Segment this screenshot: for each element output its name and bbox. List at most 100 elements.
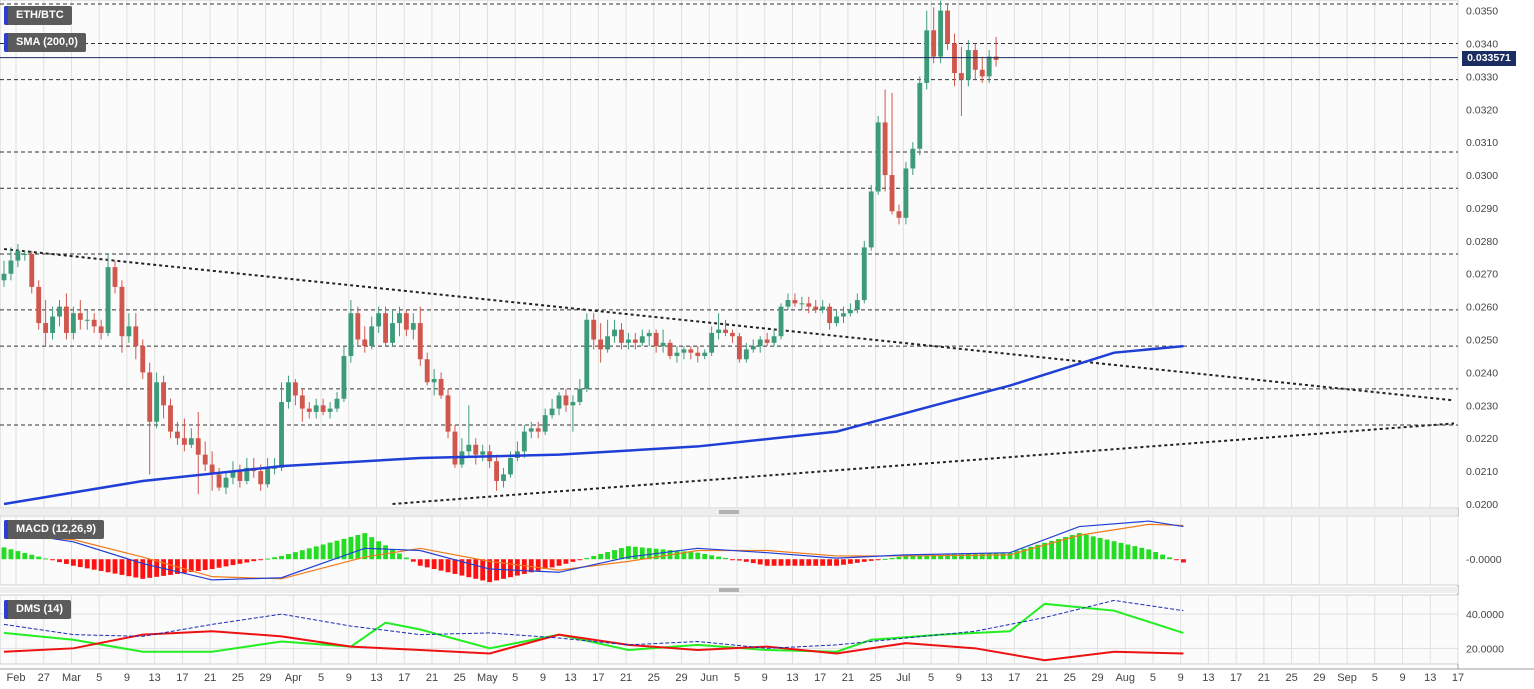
candle[interactable]: [799, 296, 805, 310]
candle[interactable]: [313, 398, 319, 419]
candle[interactable]: [854, 293, 860, 314]
candle[interactable]: [695, 346, 701, 363]
candle[interactable]: [653, 329, 659, 353]
candle[interactable]: [417, 306, 423, 366]
candle[interactable]: [570, 395, 576, 432]
candle[interactable]: [667, 339, 673, 360]
candle[interactable]: [625, 332, 631, 350]
candle[interactable]: [466, 405, 472, 458]
candle[interactable]: [362, 326, 368, 353]
candle[interactable]: [320, 398, 326, 416]
candle[interactable]: [945, 4, 950, 51]
candle[interactable]: [98, 319, 104, 340]
dms-minus-line[interactable]: [3, 630, 1184, 662]
candle[interactable]: [175, 421, 180, 445]
candle[interactable]: [397, 306, 402, 337]
candle[interactable]: [910, 142, 916, 176]
candle[interactable]: [77, 300, 83, 330]
candle[interactable]: [889, 92, 895, 215]
candle[interactable]: [161, 375, 166, 419]
candle[interactable]: [813, 300, 819, 314]
macd-signal-line[interactable]: [3, 523, 1184, 580]
candle[interactable]: [376, 306, 382, 333]
candle[interactable]: [105, 254, 111, 337]
candle[interactable]: [716, 313, 722, 340]
candle[interactable]: [605, 319, 611, 353]
candle[interactable]: [952, 33, 957, 87]
candle[interactable]: [195, 411, 201, 495]
candle[interactable]: [147, 362, 153, 475]
candle[interactable]: [820, 300, 826, 314]
candle[interactable]: [528, 421, 534, 439]
candle[interactable]: [70, 306, 76, 340]
panel-separator[interactable]: [0, 587, 1458, 593]
candle[interactable]: [847, 303, 853, 317]
candle[interactable]: [390, 309, 395, 347]
candle[interactable]: [924, 10, 930, 90]
candle[interactable]: [632, 332, 638, 350]
candle[interactable]: [140, 339, 146, 379]
candle[interactable]: [612, 319, 617, 343]
candle[interactable]: [979, 56, 985, 83]
candle[interactable]: [896, 204, 902, 225]
candle[interactable]: [403, 309, 409, 337]
candle[interactable]: [750, 339, 756, 353]
candle[interactable]: [431, 369, 437, 396]
candle[interactable]: [584, 313, 590, 393]
candle[interactable]: [133, 313, 139, 360]
candle[interactable]: [265, 457, 271, 488]
candle[interactable]: [209, 451, 215, 491]
adx-line[interactable]: [3, 599, 1184, 649]
candle[interactable]: [764, 332, 770, 347]
candle[interactable]: [757, 336, 763, 353]
candle[interactable]: [619, 323, 624, 350]
candle[interactable]: [806, 296, 812, 314]
candle[interactable]: [50, 306, 55, 340]
candle[interactable]: [91, 313, 97, 333]
candle[interactable]: [43, 300, 49, 347]
candle[interactable]: [299, 388, 305, 422]
candle[interactable]: [292, 379, 298, 406]
candle[interactable]: [556, 392, 562, 416]
candle[interactable]: [15, 244, 21, 268]
candle[interactable]: [834, 309, 839, 327]
candle[interactable]: [660, 329, 666, 353]
candle[interactable]: [126, 313, 132, 343]
candle[interactable]: [188, 428, 194, 449]
candle[interactable]: [688, 346, 694, 360]
candle[interactable]: [57, 300, 62, 327]
candle[interactable]: [681, 346, 687, 360]
candle[interactable]: [702, 349, 708, 360]
candle[interactable]: [424, 352, 430, 386]
candle[interactable]: [639, 329, 645, 347]
candle[interactable]: [410, 313, 416, 340]
candle[interactable]: [917, 76, 923, 156]
candle[interactable]: [972, 43, 978, 80]
candle[interactable]: [882, 89, 888, 192]
candle[interactable]: [674, 346, 680, 363]
candle[interactable]: [494, 454, 500, 491]
candle[interactable]: [473, 438, 479, 465]
candle[interactable]: [501, 467, 506, 488]
candle[interactable]: [202, 441, 208, 472]
candle[interactable]: [785, 293, 791, 310]
candle[interactable]: [730, 329, 735, 343]
candle[interactable]: [181, 418, 187, 452]
candle[interactable]: [986, 50, 992, 83]
candle[interactable]: [598, 323, 604, 363]
trend-line[interactable]: [3, 248, 1455, 402]
candle[interactable]: [771, 329, 777, 347]
candle[interactable]: [29, 250, 35, 294]
candle[interactable]: [334, 392, 340, 412]
candle[interactable]: [861, 240, 867, 304]
candle[interactable]: [306, 402, 312, 419]
macd-line[interactable]: [3, 520, 1184, 581]
candle[interactable]: [646, 329, 652, 347]
candle[interactable]: [286, 375, 291, 409]
candle[interactable]: [958, 46, 964, 116]
candle[interactable]: [327, 402, 333, 419]
candle[interactable]: [112, 260, 118, 294]
candle[interactable]: [355, 306, 361, 347]
candle[interactable]: [577, 379, 583, 406]
